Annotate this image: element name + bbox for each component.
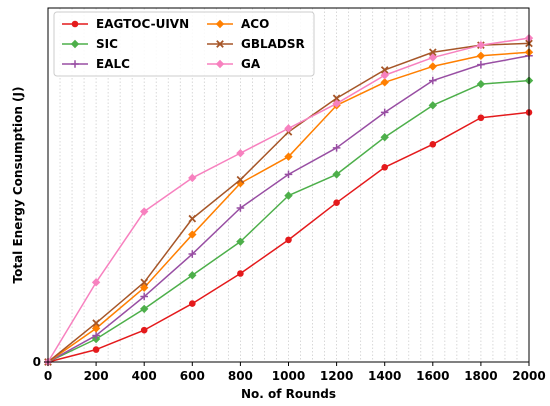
data-point-aco <box>380 78 389 87</box>
legend-marker <box>71 20 79 28</box>
legend-label: EALC <box>96 57 130 71</box>
data-point-sic <box>284 191 293 200</box>
data-point-eagtoc-uivn <box>333 199 340 206</box>
data-point-ga <box>332 99 341 108</box>
series-ga <box>43 33 534 367</box>
data-point-ealc <box>477 60 485 69</box>
data-point-ealc <box>429 76 437 85</box>
x-tick-label: 1200 <box>320 369 353 383</box>
legend-item: EALC <box>62 57 130 71</box>
data-point-aco <box>284 152 293 161</box>
data-point-eagtoc-uivn <box>381 164 389 171</box>
data-point-sic <box>236 237 245 246</box>
data-point-eagtoc-uivn <box>285 236 292 244</box>
data-point-ealc <box>236 204 245 212</box>
data-point-sic <box>188 271 197 280</box>
data-point-ga <box>380 71 389 80</box>
data-point-ealc <box>140 292 148 301</box>
data-point-gbladsr <box>332 94 341 103</box>
data-point-sic <box>332 170 341 179</box>
x-ticks: 0 200 400 600 800 1000 1200 1400 1600 1800 2000 <box>44 362 546 383</box>
data-point-ga <box>428 53 437 62</box>
x-tick-label: 1000 <box>272 369 305 383</box>
legend-marker <box>215 59 225 69</box>
legend-item: EAGTOC-UIVN <box>62 17 189 31</box>
data-point-ealc <box>92 331 100 340</box>
legend-marker <box>70 39 80 49</box>
x-tick-label: 0 <box>44 369 52 383</box>
x-tick-label: 2000 <box>512 369 545 383</box>
data-point-gbladsr <box>188 214 197 223</box>
legend-item: ACO <box>207 17 269 31</box>
data-point-gbladsr <box>140 278 149 287</box>
legend-marker <box>216 40 224 48</box>
data-point-eagtoc-uivn <box>237 270 244 277</box>
grid <box>59 8 518 362</box>
data-point-aco <box>188 230 197 239</box>
series-eagtoc-uivn <box>44 109 533 366</box>
x-tick-label: 1400 <box>368 369 401 383</box>
data-point-gbladsr <box>380 66 389 74</box>
y-axis-label: Total Energy Consumption (J) <box>11 87 25 284</box>
data-point-aco <box>428 62 437 71</box>
series-layer <box>43 33 534 367</box>
series-aco <box>43 48 534 367</box>
data-point-ealc <box>380 108 389 117</box>
data-point-ga <box>188 173 197 183</box>
data-point-gbladsr <box>92 319 100 327</box>
legend-label: SIC <box>96 37 118 51</box>
legend-item: GBLADSR <box>207 37 305 51</box>
data-point-gbladsr <box>428 48 437 57</box>
x-tick-label: 800 <box>228 369 253 383</box>
legend-item: SIC <box>62 37 118 51</box>
data-point-eagtoc-uivn <box>189 300 196 307</box>
legend-label: GBLADSR <box>241 37 305 51</box>
legend-box <box>53 11 315 77</box>
data-point-ealc <box>284 170 293 179</box>
data-point-ga <box>91 278 101 287</box>
x-tick-label: 400 <box>132 369 157 383</box>
data-point-eagtoc-uivn <box>477 114 485 122</box>
legend: EAGTOC-UIVN SIC EALC ACO GBLADSR GA <box>53 11 315 77</box>
data-point-eagtoc-uivn <box>429 140 437 148</box>
legend-label: GA <box>241 57 261 71</box>
series-sic <box>43 76 534 367</box>
x-tick-label: 1800 <box>464 369 497 383</box>
data-point-eagtoc-uivn <box>140 326 148 334</box>
x-tick-label: 1600 <box>416 369 449 383</box>
y-tick-label: 0 <box>33 355 41 369</box>
legend-label: ACO <box>241 17 269 31</box>
x-tick-label: 200 <box>84 369 109 383</box>
data-point-eagtoc-uivn <box>92 346 100 353</box>
data-point-ealc <box>332 144 341 152</box>
y-ticks: 0 <box>33 355 48 369</box>
axes: 0 200 400 600 800 1000 1200 1400 1600 1800 2000 0 <box>33 7 546 383</box>
legend-marker <box>215 19 225 29</box>
x-tick-label: 600 <box>180 369 205 383</box>
data-point-ga <box>140 207 149 216</box>
series-line-gbladsr <box>47 42 530 363</box>
legend-item: GA <box>207 57 261 71</box>
data-point-sic <box>380 133 389 142</box>
data-point-sic <box>428 101 437 110</box>
legend-marker <box>71 60 79 68</box>
data-point-ga <box>236 148 245 158</box>
x-axis-label: No. of Rounds <box>241 387 336 401</box>
data-point-sic <box>476 79 486 89</box>
data-point-ga <box>476 40 486 50</box>
legend-label: EAGTOC-UIVN <box>96 17 189 31</box>
data-point-sic <box>140 304 149 314</box>
data-point-gbladsr <box>236 175 245 184</box>
data-point-ealc <box>188 250 197 258</box>
data-point-ga <box>284 124 293 133</box>
data-point-aco <box>476 51 486 60</box>
